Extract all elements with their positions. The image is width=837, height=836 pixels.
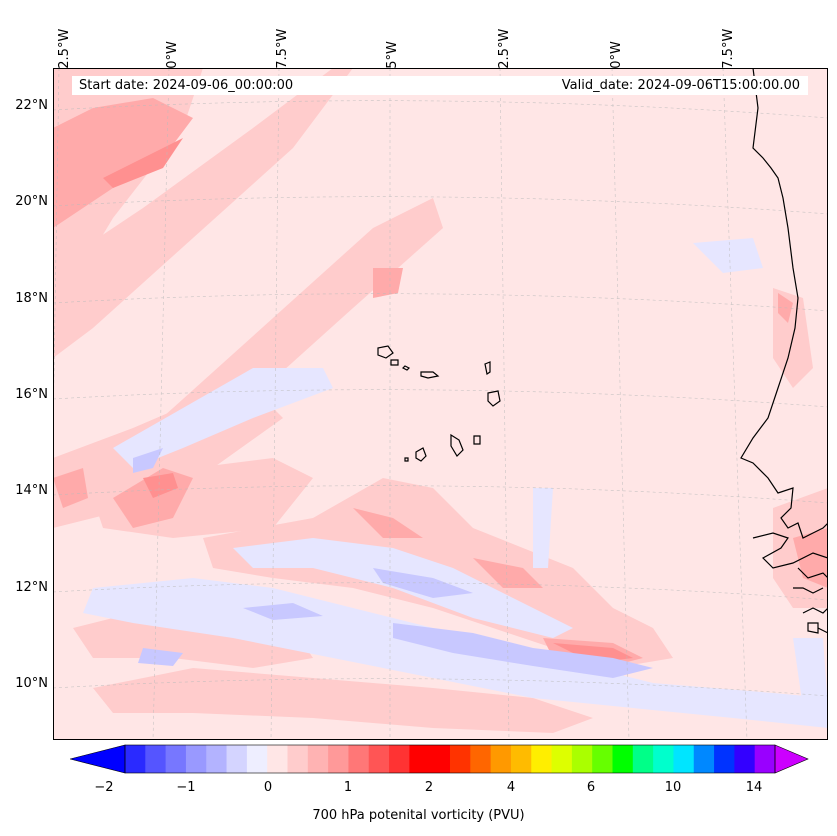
pv-map bbox=[53, 68, 828, 740]
colorbar-cell bbox=[185, 745, 207, 773]
colorbar-cell bbox=[592, 745, 613, 773]
colorbar-cell bbox=[246, 745, 268, 773]
colorbar-cell bbox=[348, 745, 370, 773]
colorbar-cell bbox=[206, 745, 228, 773]
lat-label: 10°N bbox=[15, 676, 48, 691]
pv-contours-negative-strong bbox=[133, 448, 653, 678]
colorbar-arrow-left bbox=[70, 744, 126, 774]
lat-label: 12°N bbox=[15, 580, 48, 595]
lat-label: 20°N bbox=[15, 194, 48, 209]
colorbar-cell bbox=[754, 745, 776, 773]
start-date: Start date: 2024-09-06_00:00:00 bbox=[79, 78, 294, 93]
colorbar-label: 700 hPa potenital vorticity (PVU) bbox=[312, 808, 525, 823]
colorbar-cell bbox=[551, 745, 573, 773]
colorbar-tick: 2 bbox=[424, 780, 434, 795]
colorbar-cell bbox=[307, 745, 329, 773]
colorbar-cell bbox=[490, 745, 512, 773]
colorbar-tick: −1 bbox=[176, 780, 196, 795]
lat-label: 22°N bbox=[15, 98, 48, 113]
colorbar-cell bbox=[693, 745, 715, 773]
colorbar-cell bbox=[429, 745, 451, 773]
colorbar-cell bbox=[450, 745, 471, 773]
colorbar-cell bbox=[714, 745, 735, 773]
valid-date: Valid_date: 2024-09-06T15:00:00.00 bbox=[561, 78, 800, 93]
colorbar-cell bbox=[125, 745, 146, 773]
colorbar-tick: 10 bbox=[664, 780, 682, 795]
colorbar-cell bbox=[531, 745, 553, 773]
colorbar-cell bbox=[145, 745, 167, 773]
cape-verde-islands bbox=[377, 345, 501, 462]
colorbar-cell bbox=[287, 745, 309, 773]
colorbar-tick: 1 bbox=[343, 780, 353, 795]
colorbar-arrow-right bbox=[774, 744, 809, 774]
date-info-bar: Start date: 2024-09-06_00:00:00 Valid_da… bbox=[72, 76, 808, 95]
lat-label: 16°N bbox=[15, 387, 48, 402]
colorbar-cell bbox=[328, 745, 349, 773]
colorbar-cell bbox=[734, 745, 756, 773]
colorbar-cell bbox=[226, 745, 248, 773]
colorbar-cell bbox=[267, 745, 288, 773]
colorbar-cell bbox=[470, 745, 492, 773]
colorbar-cell bbox=[409, 745, 431, 773]
colorbar-cell bbox=[510, 745, 532, 773]
colorbar-cell bbox=[653, 745, 674, 773]
colorbar-cell bbox=[612, 745, 634, 773]
colorbar-cell bbox=[673, 745, 695, 773]
colorbar-tick: −2 bbox=[94, 780, 114, 795]
colorbar-cell bbox=[389, 745, 410, 773]
lat-label: 18°N bbox=[15, 291, 48, 306]
lat-label: 14°N bbox=[15, 483, 48, 498]
colorbar-tick: 14 bbox=[745, 780, 763, 795]
colorbar-tick: 4 bbox=[506, 780, 516, 795]
colorbar bbox=[70, 744, 809, 774]
colorbar-cell bbox=[165, 745, 187, 773]
colorbar-tick: 0 bbox=[263, 780, 273, 795]
colorbar-cell bbox=[368, 745, 390, 773]
colorbar-cell bbox=[571, 745, 593, 773]
colorbar-cell bbox=[632, 745, 654, 773]
coastline bbox=[740, 68, 828, 634]
colorbar-tick: 6 bbox=[586, 780, 596, 795]
